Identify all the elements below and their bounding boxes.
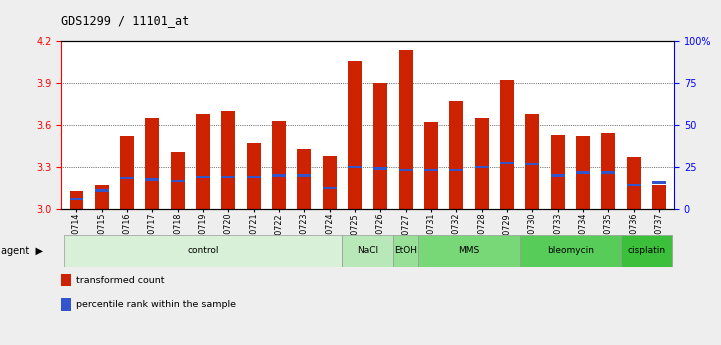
Bar (627, 184, 640, 186)
Bar (196, 114, 210, 209)
Bar (221, 176, 235, 178)
Bar (474, 118, 489, 209)
Bar (61, 274, 71, 286)
Bar (393, 235, 418, 267)
Bar (171, 180, 185, 182)
Text: percentile rank within the sample: percentile rank within the sample (76, 300, 236, 309)
Bar (323, 156, 337, 209)
Bar (298, 149, 311, 209)
Bar (526, 163, 539, 166)
Bar (551, 135, 565, 209)
Text: bleomycin: bleomycin (547, 246, 594, 256)
Bar (69, 190, 84, 209)
Bar (373, 167, 387, 170)
Text: agent  ▶: agent ▶ (1, 246, 43, 256)
Bar (348, 61, 362, 209)
Bar (601, 134, 615, 209)
Bar (424, 169, 438, 171)
Bar (95, 185, 109, 209)
Bar (120, 177, 134, 179)
Bar (526, 114, 539, 209)
Bar (247, 176, 261, 178)
Text: MMS: MMS (459, 246, 479, 256)
Bar (196, 176, 210, 178)
Bar (272, 121, 286, 209)
Text: NaCl: NaCl (357, 246, 379, 256)
Bar (424, 122, 438, 209)
Bar (576, 136, 590, 209)
Bar (120, 136, 134, 209)
Bar (95, 189, 109, 192)
Bar (652, 181, 666, 184)
Bar (64, 235, 342, 267)
Bar (323, 187, 337, 189)
Bar (221, 111, 235, 209)
Bar (348, 166, 362, 168)
Bar (69, 198, 84, 200)
Bar (298, 174, 311, 177)
Bar (342, 235, 393, 267)
Bar (627, 157, 640, 209)
Bar (621, 235, 671, 267)
Bar (146, 118, 159, 209)
Bar (247, 143, 261, 209)
Text: GDS1299 / 11101_at: GDS1299 / 11101_at (61, 14, 190, 27)
Text: EtOH: EtOH (394, 246, 417, 256)
Bar (500, 161, 514, 164)
Text: transformed count: transformed count (76, 276, 165, 285)
Bar (474, 166, 489, 168)
Bar (399, 50, 412, 209)
Bar (171, 151, 185, 209)
Bar (272, 174, 286, 177)
Bar (576, 171, 590, 174)
Bar (399, 169, 412, 171)
Text: control: control (187, 246, 219, 256)
Bar (449, 101, 464, 209)
Text: cisplatin: cisplatin (627, 246, 665, 256)
Bar (61, 298, 71, 310)
Bar (601, 171, 615, 174)
Bar (449, 169, 464, 171)
Bar (500, 80, 514, 209)
Bar (373, 83, 387, 209)
Bar (418, 235, 520, 267)
Bar (520, 235, 621, 267)
Bar (652, 185, 666, 209)
Bar (146, 178, 159, 181)
Bar (551, 174, 565, 177)
